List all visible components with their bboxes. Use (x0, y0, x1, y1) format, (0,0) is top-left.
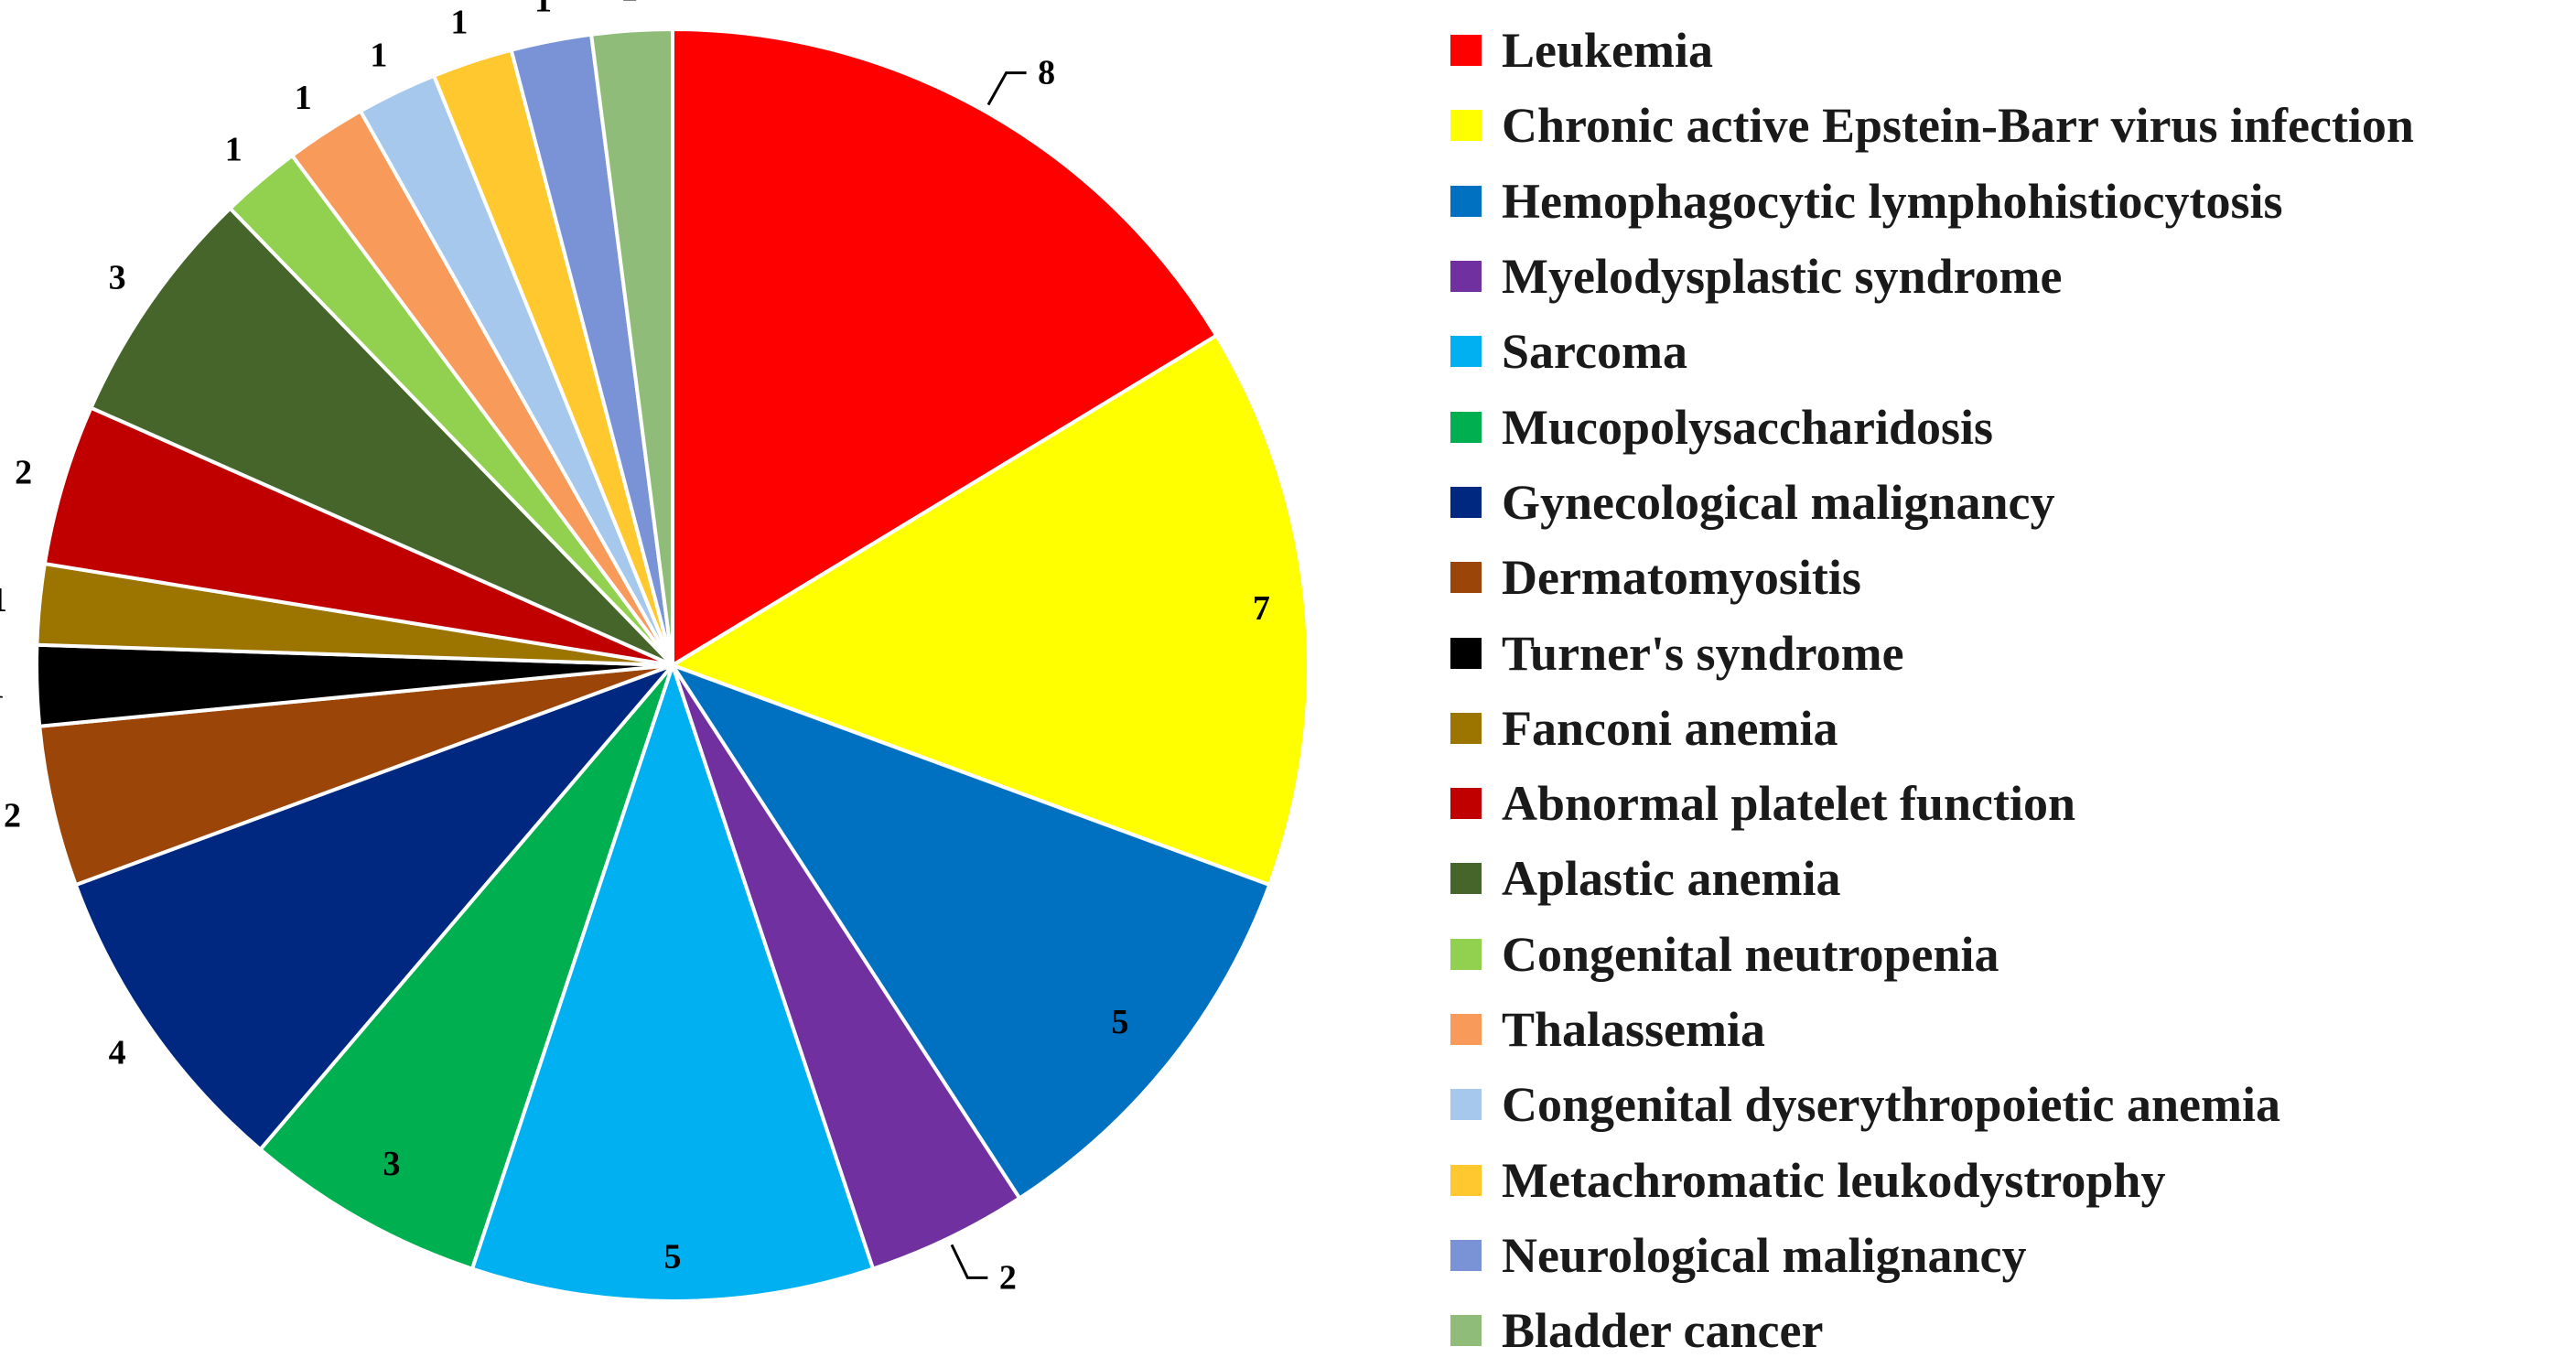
data-label-sarcoma: 5 (664, 1237, 682, 1276)
data-label-neurological-malignancy: 1 (534, 0, 552, 20)
data-label-chronic-active-epstein-barr-virus-infection: 7 (1253, 589, 1270, 628)
legend-item-leukemia: Leukemia (1450, 13, 2414, 88)
pie-slice-mucopolysaccharidosis (257, 663, 674, 1272)
legend-swatch (1450, 185, 1482, 217)
legend-item-chronic-active-epstein-barr-virus-infection: Chronic active Epstein-Barr virus infect… (1450, 88, 2414, 163)
pie-slice-chronic-active-epstein-barr-virus-infection (668, 332, 1310, 888)
legend-item-mucopolysaccharidosis: Mucopolysaccharidosis (1450, 389, 2414, 464)
legend-label: Fanconi anemia (1502, 700, 1838, 756)
legend-item-turner-s-syndrome: Turner's syndrome (1450, 615, 2414, 690)
data-label-mucopolysaccharidosis: 3 (383, 1145, 401, 1183)
legend-label: Metachromatic leukodystrophy (1502, 1152, 2166, 1208)
legend-swatch (1450, 336, 1482, 368)
legend-swatch (1450, 1315, 1482, 1347)
data-label-abnormal-platelet-function: 2 (15, 453, 32, 491)
legend-label: Chronic active Epstein-Barr virus infect… (1502, 98, 2414, 154)
legend-label: Myelodysplastic syndrome (1502, 249, 2063, 305)
legend-label: Leukemia (1502, 23, 1714, 79)
legend-swatch (1450, 486, 1482, 518)
legend-label: Mucopolysaccharidosis (1502, 399, 1994, 455)
legend-swatch (1450, 637, 1482, 669)
pie-slice-aplastic-anemia (88, 205, 674, 667)
legend-item-thalassemia: Thalassemia (1450, 992, 2414, 1067)
leader-line-leukemia (986, 71, 1027, 106)
legend-label: Bladder cancer (1502, 1303, 1824, 1359)
data-label-metachromatic-leukodystrophy: 1 (450, 4, 468, 42)
legend-swatch (1450, 110, 1482, 142)
data-label-congenital-neutropenia: 1 (225, 131, 243, 169)
data-label-gynecological-malignancy: 4 (109, 1033, 126, 1072)
legend-label: Abnormal platelet function (1502, 776, 2075, 832)
legend-label: Gynecological malignancy (1502, 474, 2055, 530)
legend-label: Thalassemia (1502, 1002, 1766, 1057)
legend-swatch (1450, 1164, 1482, 1196)
legend-item-metachromatic-leukodystrophy: Metachromatic leukodystrophy (1450, 1142, 2414, 1217)
legend-item-bladder-cancer: Bladder cancer (1450, 1293, 2414, 1368)
pie-slice-abnormal-platelet-function (42, 405, 674, 667)
legend-swatch (1450, 863, 1482, 895)
legend: Leukemia Chronic active Epstein-Barr viru… (1450, 13, 2414, 1368)
legend-swatch (1450, 938, 1482, 970)
legend-swatch (1450, 1239, 1482, 1271)
legend-item-myelodysplastic-syndrome: Myelodysplastic syndrome (1450, 239, 2414, 314)
legend-item-fanconi-anemia: Fanconi anemia (1450, 691, 2414, 766)
data-label-thalassemia: 1 (295, 79, 312, 117)
legend-item-gynecological-malignancy: Gynecological malignancy (1450, 465, 2414, 540)
legend-label: Aplastic anemia (1502, 851, 1841, 907)
legend-label: Neurological malignancy (1502, 1227, 2027, 1283)
leader-line-myelodysplastic-syndrome (950, 1244, 988, 1279)
pie-slice-sarcoma (469, 659, 876, 1303)
legend-swatch (1450, 712, 1482, 744)
legend-item-congenital-dyserythropoietic-anemia: Congenital dyserythropoietic anemia (1450, 1067, 2414, 1142)
legend-swatch (1450, 1089, 1482, 1121)
legend-item-hemophagocytic-lymphohistiocytosis: Hemophagocytic lymphohistiocytosis (1450, 164, 2414, 239)
data-label-aplastic-anemia: 3 (109, 259, 126, 297)
data-label-fanconi-anemia: 1 (0, 581, 7, 619)
data-label-leukemia: 8 (1038, 54, 1055, 92)
legend-label: Turner's syndrome (1502, 625, 1904, 681)
legend-item-neurological-malignancy: Neurological malignancy (1450, 1218, 2414, 1293)
data-label-myelodysplastic-syndrome: 2 (999, 1258, 1017, 1297)
legend-swatch (1450, 411, 1482, 443)
legend-swatch (1450, 562, 1482, 594)
data-label-bladder-cancer: 1 (620, 0, 638, 9)
legend-label: Hemophagocytic lymphohistiocytosis (1502, 173, 2283, 229)
legend-swatch (1450, 261, 1482, 293)
legend-item-congenital-neutropenia: Congenital neutropenia (1450, 917, 2414, 992)
pie-slice-dermatomyositis (38, 663, 674, 888)
legend-label: Dermatomyositis (1502, 550, 1861, 606)
data-label-congenital-dyserythropoietic-anemia: 1 (370, 36, 387, 74)
legend-label: Congenital dyserythropoietic anemia (1502, 1077, 2280, 1133)
legend-item-aplastic-anemia: Aplastic anemia (1450, 841, 2414, 916)
pie-slice-hemophagocytic-lymphohistiocytosis (668, 662, 1272, 1201)
pie-plot-area: 8 7 5 2 5 3 4 2 1 1 2 3 1 1 1 1 1 1 (0, 0, 1310, 1303)
data-label-dermatomyositis: 2 (4, 797, 21, 835)
data-label-hemophagocytic-lymphohistiocytosis: 5 (1112, 1003, 1129, 1041)
legend-swatch (1450, 35, 1482, 67)
legend-item-abnormal-platelet-function: Abnormal platelet function (1450, 766, 2414, 841)
legend-label: Sarcoma (1502, 324, 1687, 380)
legend-swatch (1450, 788, 1482, 820)
pie-slice-bladder-cancer (588, 27, 674, 666)
legend-item-sarcoma: Sarcoma (1450, 314, 2414, 389)
pie-slice-leukemia (671, 27, 1220, 669)
data-label-turner-s-syndrome: 1 (0, 668, 5, 706)
pie-slice-myelodysplastic-syndrome (671, 663, 1022, 1272)
legend-swatch (1450, 1014, 1482, 1045)
pie-slice-gynecological-malignancy (73, 661, 679, 1153)
pie-chart: 8 7 5 2 5 3 4 2 1 1 2 3 1 1 1 1 1 1 Leukemia Chronic activ… (0, 0, 2414, 1355)
legend-item-dermatomyositis: Dermatomyositis (1450, 540, 2414, 615)
legend-label: Congenital neutropenia (1502, 926, 1999, 982)
